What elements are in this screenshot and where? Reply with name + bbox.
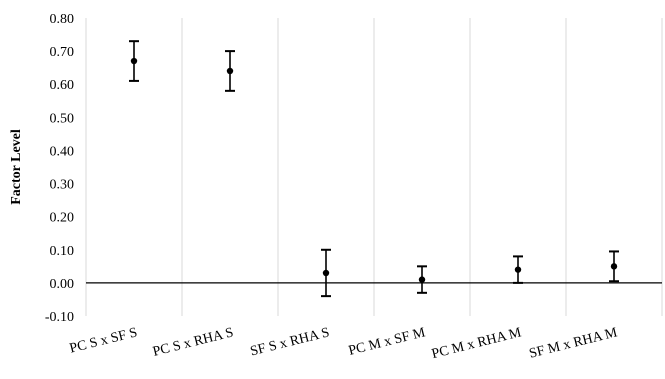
y-tick-label: 0.30: [50, 178, 75, 193]
x-category-label: SF S x RHA S: [249, 325, 331, 359]
vertical-gridlines: [181, 18, 663, 316]
x-axis-category-labels: PC S x SF S PC S x RHA S SF S x RHA S PC M …: [68, 325, 619, 362]
y-axis-tick-labels: -0.10 0.00 0.10 0.20 0.30 0.40 0.50 0.60 0.70 0.8…: [45, 12, 74, 325]
y-tick-label: 0.20: [50, 211, 75, 226]
data-point: [514, 266, 522, 273]
data-point: [322, 269, 330, 277]
y-tick-label: 0.10: [50, 244, 75, 259]
y-tick-label: 0.60: [50, 78, 75, 93]
data-point-group: [513, 255, 523, 284]
x-category-label: PC S x SF S: [68, 325, 139, 356]
y-tick-label: 0.80: [50, 12, 75, 27]
y-tick-label: 0.00: [50, 277, 75, 292]
data-point: [226, 67, 234, 75]
data-point: [610, 263, 618, 270]
y-tick-label: -0.10: [45, 310, 74, 325]
x-category-label: SF M x RHA M: [528, 325, 620, 362]
data-point-group: [321, 248, 331, 298]
y-axis-title: Factor Level: [9, 129, 24, 205]
data-point-group: [129, 40, 139, 82]
y-tick-label: 0.40: [50, 144, 75, 159]
data-points: [129, 40, 619, 298]
data-point-group: [609, 250, 619, 283]
y-tick-label: 0.50: [50, 111, 75, 126]
data-point-group: [417, 265, 427, 294]
x-category-label: PC S x RHA S: [151, 325, 235, 360]
y-tick-label: 0.70: [50, 45, 75, 60]
x-category-label: PC M x RHA M: [430, 325, 523, 362]
data-point: [130, 57, 138, 65]
data-point-group: [225, 50, 235, 92]
data-point: [418, 276, 426, 283]
x-category-label: PC M x SF M: [347, 325, 427, 359]
